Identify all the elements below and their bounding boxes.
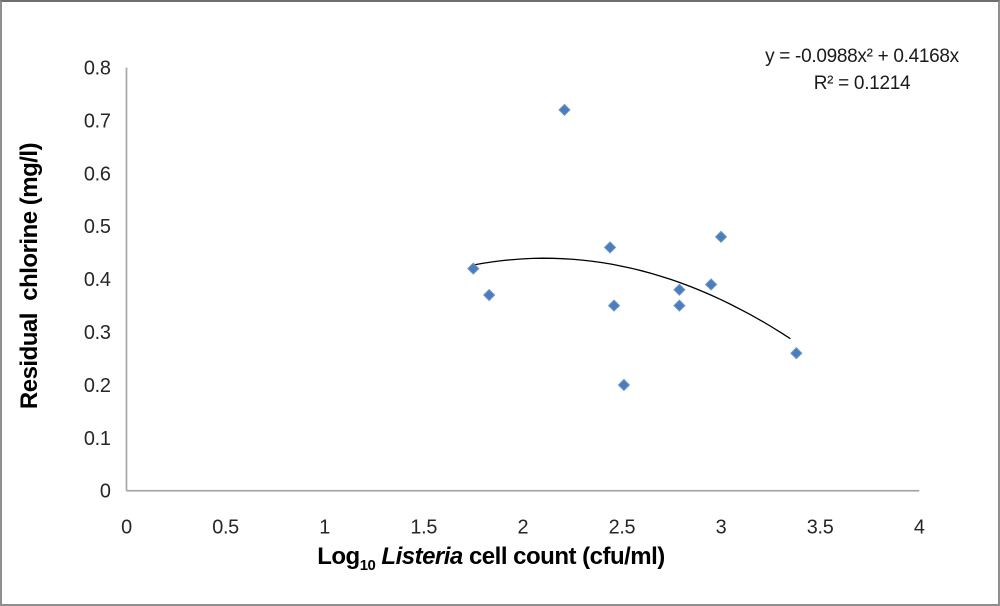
x-axis-title: Log10 Listeria cell count (cfu/ml) (291, 543, 691, 574)
x-axis-title-rest: cell count (cfu/ml) (462, 543, 665, 570)
y-tick-label: 0.8 (84, 58, 111, 80)
data-point-marker (714, 230, 728, 244)
x-tick-label: 3.5 (807, 516, 834, 538)
x-tick-label: 1 (319, 516, 330, 538)
data-point-marker (673, 283, 686, 296)
x-tick-label: 0 (121, 516, 132, 538)
y-tick-label: 0 (100, 481, 111, 503)
data-point-marker (467, 262, 480, 275)
y-tick-label: 0.2 (84, 375, 111, 397)
trendline-curve (473, 257, 791, 340)
x-tick-label: 3 (716, 516, 727, 538)
trendline-equation: y = -0.0988x² + 0.4168x (765, 46, 959, 67)
y-tick-label: 0.3 (84, 322, 111, 344)
x-axis-title-subscript: 10 (359, 557, 376, 574)
data-point-marker (673, 299, 686, 312)
data-point-marker (704, 278, 718, 291)
data-point-marker (607, 299, 621, 312)
data-point-marker (482, 288, 496, 302)
y-axis-title: Residual chlorine (mg/l) (16, 142, 43, 410)
x-axis-title-species: Listeria (375, 543, 463, 570)
y-tick-label: 0.1 (84, 428, 111, 450)
x-tick-label: 2 (517, 516, 528, 538)
x-tick-label: 4 (914, 516, 925, 538)
data-point-marker (603, 241, 617, 254)
y-tick-label: 0.7 (84, 110, 111, 132)
y-tick-label: 0.5 (84, 216, 111, 238)
x-tick-label: 0.5 (212, 516, 239, 538)
x-tick-label: 2.5 (609, 516, 636, 538)
x-axis-title-log: Log (317, 543, 360, 570)
r-squared-label: R² = 0.1214 (813, 73, 911, 94)
y-tick-label: 0.6 (84, 163, 111, 185)
data-point-marker (790, 347, 803, 360)
trendline-equation-block: y = -0.0988x² + 0.4168x R² = 0.1214 (702, 43, 998, 97)
data-point-marker (558, 103, 571, 117)
y-tick-label: 0.4 (84, 269, 111, 291)
x-tick-label: 1.5 (410, 516, 437, 538)
data-point-marker (617, 378, 631, 392)
